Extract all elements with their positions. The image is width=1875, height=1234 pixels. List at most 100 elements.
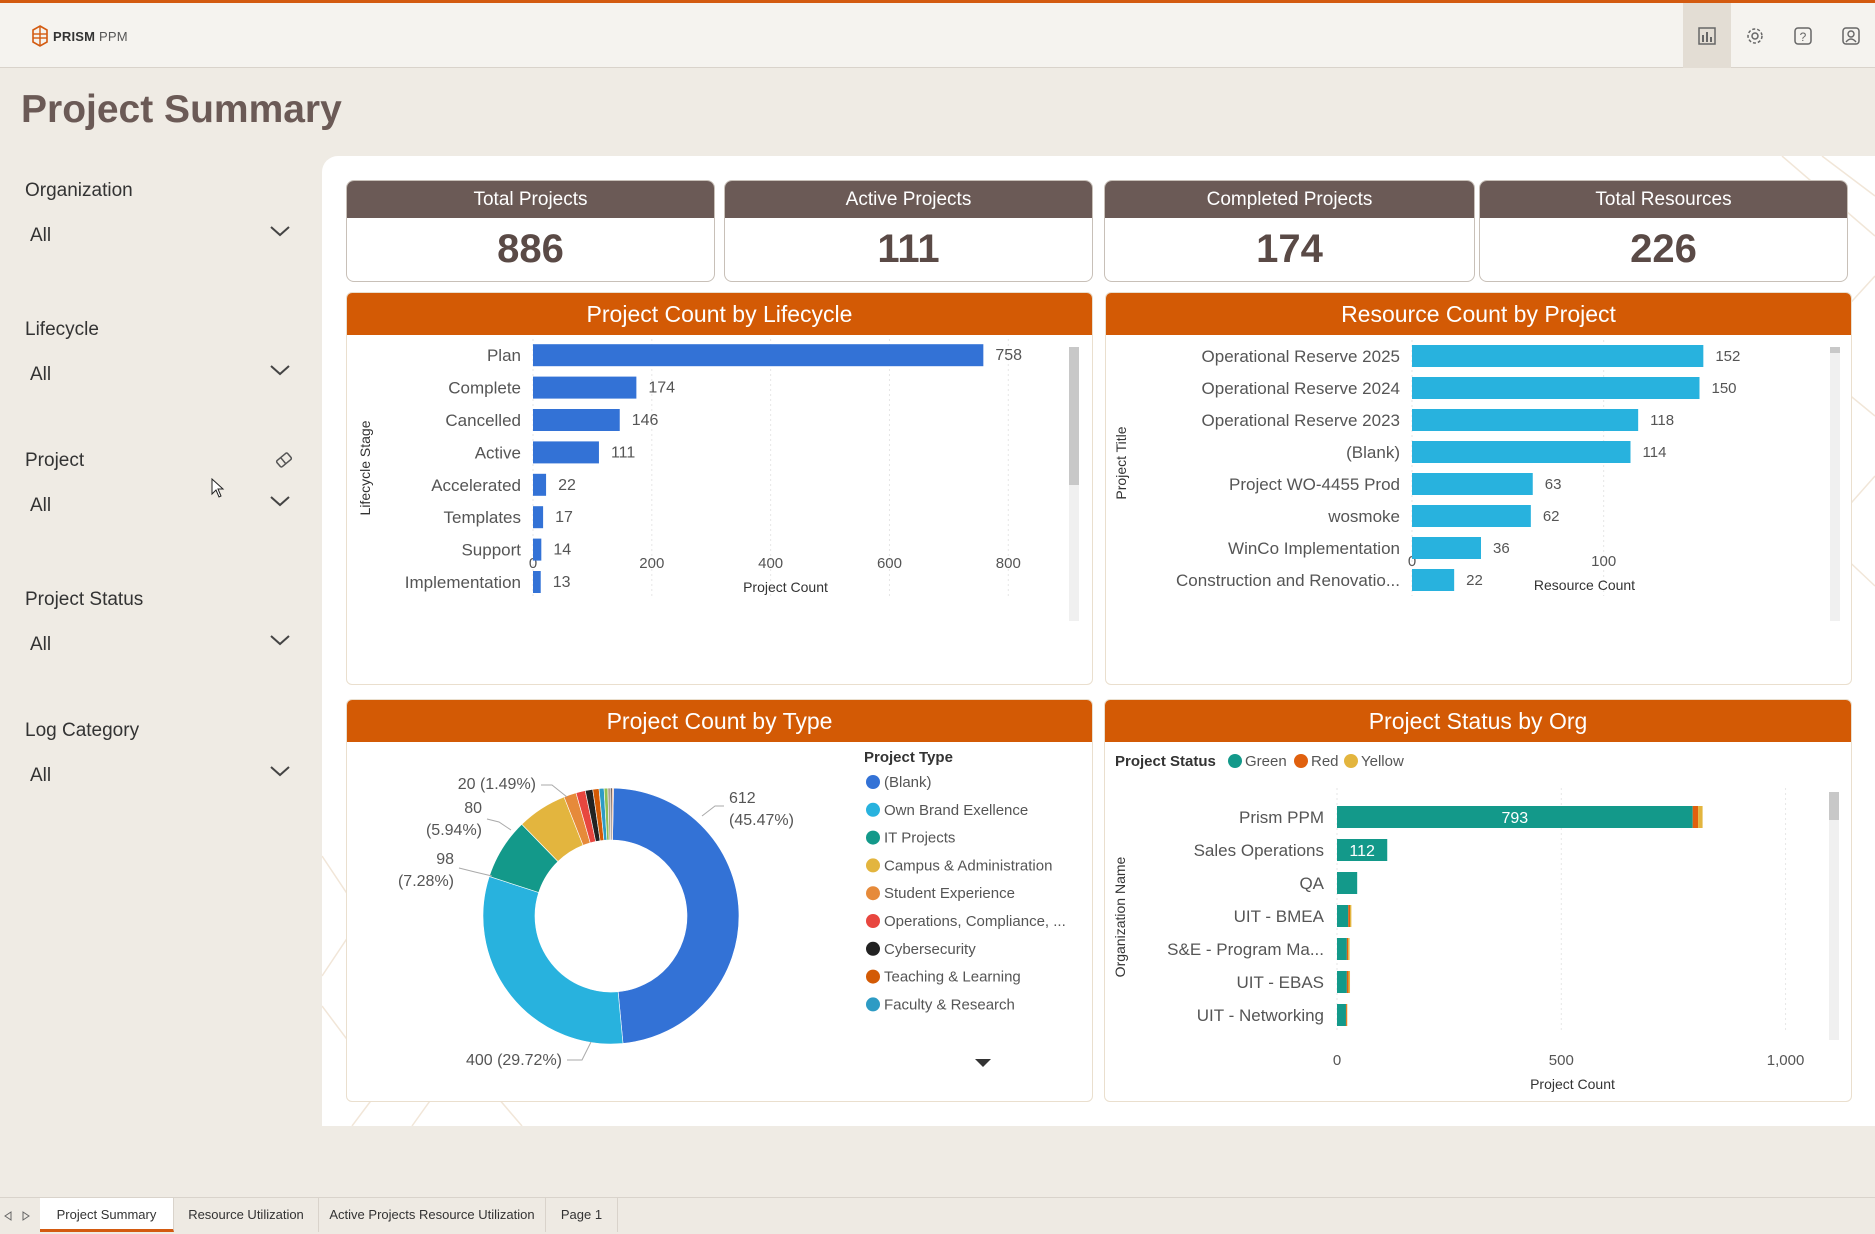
panel-type[interactable]: Project Count by Type 612 (45.47%) 400 (29… xyxy=(346,699,1093,1102)
filter-lifecycle[interactable]: Lifecycle All xyxy=(25,319,300,385)
x-axis-title: Project Count xyxy=(743,579,828,595)
top-bar: PRISM PPM ? xyxy=(0,3,1875,68)
chevron-down-icon[interactable] xyxy=(269,633,291,647)
panel-resource[interactable]: Resource Count by Project 0 100 Operationa… xyxy=(1105,292,1852,685)
bar xyxy=(533,538,542,561)
chevron-down-icon[interactable] xyxy=(269,764,291,778)
x-tick-label: 0 xyxy=(1333,1052,1341,1069)
data-label: (5.94%) xyxy=(426,822,482,839)
y-axis-title: Lifecycle Stage xyxy=(357,420,373,515)
filter-dropdown-value[interactable]: All xyxy=(30,225,52,246)
panel-status-org[interactable]: Project Status by Org Project Status Gree… xyxy=(1104,699,1852,1102)
kpi-card-active-projects[interactable]: Active Projects 111 xyxy=(724,180,1093,282)
kpi-card-total-resources[interactable]: Total Resources 226 xyxy=(1479,180,1848,282)
filter-dropdown-value[interactable]: All xyxy=(30,765,52,786)
prism-logo-icon xyxy=(32,25,48,47)
status-org-bar-chart[interactable]: Project Status Green Red Yellow 0 500 1,000 Pri… xyxy=(1105,742,1852,1102)
legend-swatch xyxy=(866,914,880,928)
chevron-down-icon[interactable] xyxy=(269,224,291,238)
tab-resource-utilization[interactable]: Resource Utilization xyxy=(174,1198,319,1232)
tab-page-1[interactable]: Page 1 xyxy=(546,1198,618,1232)
x-tick-label: 500 xyxy=(1549,1052,1574,1069)
resource-bar-chart[interactable]: 0 100 Operational Reserve 2025 152 Operation… xyxy=(1106,335,1852,685)
leader-line xyxy=(567,1041,592,1061)
legend-swatch xyxy=(866,997,880,1012)
help-icon[interactable]: ? xyxy=(1779,3,1827,68)
tab-scroll-right-icon[interactable] xyxy=(22,1211,30,1221)
chevron-down-icon[interactable] xyxy=(269,363,291,377)
data-label: 22 xyxy=(558,477,576,494)
filter-project[interactable]: Project All xyxy=(25,450,300,516)
bar xyxy=(1412,377,1700,399)
category-label: Templates xyxy=(444,508,521,527)
leader-line xyxy=(458,867,493,877)
bar-segment xyxy=(1692,806,1699,828)
tab-project-summary[interactable]: Project Summary xyxy=(40,1198,174,1232)
category-label: S&E - Program Ma... xyxy=(1167,940,1324,959)
scrollbar-track xyxy=(1830,347,1840,621)
bar-segment xyxy=(1345,1004,1347,1026)
data-label: (7.28%) xyxy=(398,873,454,890)
data-label: 146 xyxy=(632,412,659,429)
chevron-down-icon[interactable] xyxy=(269,494,291,508)
bar xyxy=(533,473,547,496)
tab-active-projects-resource-utilization[interactable]: Active Projects Resource Utilization xyxy=(319,1198,546,1232)
bar xyxy=(533,441,599,464)
data-label: 150 xyxy=(1712,380,1737,397)
bar-segment xyxy=(1337,839,1388,861)
filter-organization[interactable]: Organization All xyxy=(25,180,300,246)
brand-logo[interactable]: PRISM PPM xyxy=(32,25,128,47)
data-label: 111 xyxy=(611,444,635,461)
legend-title: Project Type xyxy=(864,749,953,766)
x-tick-label: 0 xyxy=(1408,553,1416,570)
eraser-icon[interactable] xyxy=(273,450,295,470)
data-label: 17 xyxy=(555,509,573,526)
category-label: Operational Reserve 2025 xyxy=(1202,347,1400,366)
x-axis-title: Project Count xyxy=(1530,1076,1615,1092)
legend-label: Red xyxy=(1311,753,1339,770)
x-axis-title: Resource Count xyxy=(1534,577,1635,593)
gear-icon[interactable] xyxy=(1731,3,1779,68)
filter-project-status[interactable]: Project Status All xyxy=(25,589,300,655)
legend-swatch xyxy=(866,941,880,956)
type-donut-chart[interactable]: 612 (45.47%) 400 (29.72%) 98 (7.28%) 80 (5.94%… xyxy=(347,742,1093,1102)
bar-segment xyxy=(1348,971,1351,993)
kpi-value: 886 xyxy=(497,227,564,271)
filter-log-category[interactable]: Log Category All xyxy=(25,720,300,786)
kpi-value: 111 xyxy=(877,227,940,271)
category-label: Implementation xyxy=(405,573,521,592)
data-label: 612 xyxy=(729,790,756,807)
panel-lifecycle[interactable]: Project Count by Lifecycle 0 200 400 600 800… xyxy=(346,292,1093,685)
category-label: Cancelled xyxy=(445,411,521,430)
kpi-card-completed-projects[interactable]: Completed Projects 174 xyxy=(1104,180,1475,282)
bar xyxy=(533,506,544,529)
filter-label: Organization xyxy=(25,180,133,201)
category-label: UIT - BMEA xyxy=(1234,907,1325,926)
lifecycle-bar-chart[interactable]: 0 200 400 600 800 Plan 758 Complete 174 Cancelled… xyxy=(347,335,1093,685)
x-tick-label: 1,000 xyxy=(1767,1052,1805,1069)
kpi-label: Active Projects xyxy=(725,181,1092,218)
bar-segment xyxy=(1337,806,1693,828)
x-tick-label: 200 xyxy=(639,555,664,572)
tab-scroll-left-icon[interactable] xyxy=(4,1211,12,1221)
bar-segment xyxy=(1346,938,1349,960)
category-label: UIT - Networking xyxy=(1197,1006,1324,1025)
filter-label: Project xyxy=(25,450,85,471)
bar xyxy=(1412,409,1639,431)
brand-suffix: PPM xyxy=(98,28,128,44)
filter-dropdown-value[interactable]: All xyxy=(30,364,52,385)
legend-label: Teaching & Learning xyxy=(884,969,1021,986)
kpi-card-total-projects[interactable]: Total Projects 886 xyxy=(346,180,715,282)
filter-dropdown-value[interactable]: All xyxy=(30,634,52,655)
category-label: Prism PPM xyxy=(1239,808,1324,827)
leader-line xyxy=(701,805,724,817)
scrollbar-thumb xyxy=(1830,347,1840,353)
filter-label: Log Category xyxy=(25,720,140,741)
report-icon[interactable] xyxy=(1683,3,1731,68)
legend-label: (Blank) xyxy=(884,774,932,791)
user-icon[interactable] xyxy=(1827,3,1875,68)
svg-text:?: ? xyxy=(1800,30,1807,44)
category-label: (Blank) xyxy=(1346,443,1400,462)
filter-dropdown-value[interactable]: All xyxy=(30,495,52,516)
legend-label: Own Brand Exellence xyxy=(884,802,1028,819)
